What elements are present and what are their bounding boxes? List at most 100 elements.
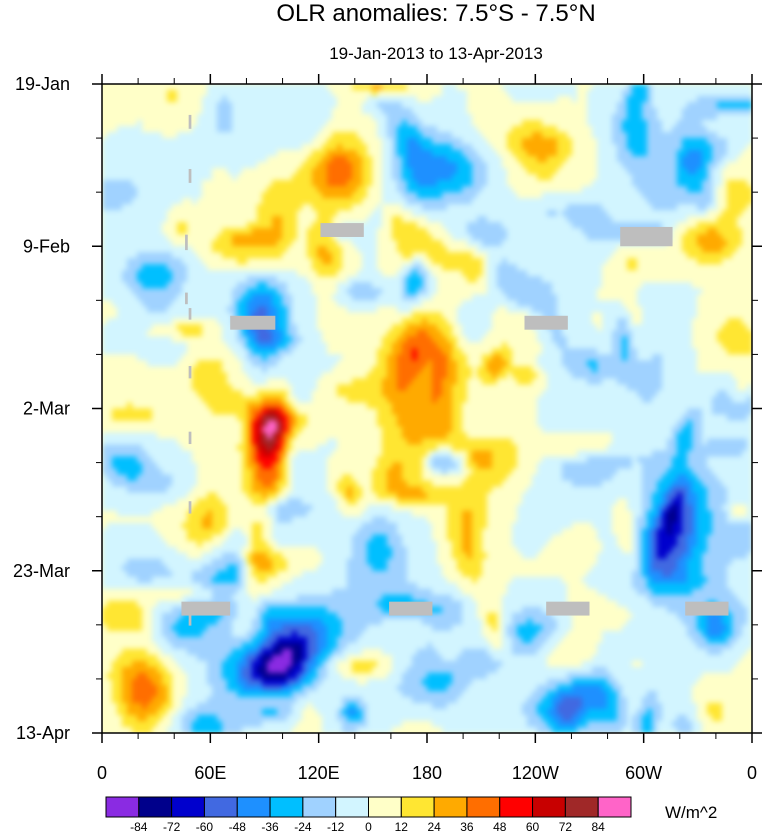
field-cell <box>242 204 248 211</box>
field-cell <box>402 222 408 229</box>
field-cell <box>437 240 443 247</box>
field-cell <box>747 108 752 115</box>
field-cell <box>502 96 508 103</box>
field-cell <box>437 252 443 259</box>
field-cell <box>432 102 438 109</box>
field-cell <box>207 144 213 151</box>
field-cell <box>332 234 338 241</box>
field-cell <box>307 132 313 139</box>
field-cell <box>467 144 473 151</box>
field-cell <box>467 252 473 259</box>
field-cell <box>362 198 368 205</box>
field-cell <box>302 174 308 181</box>
field-cell <box>682 246 688 253</box>
field-cell <box>602 234 608 241</box>
field-cell <box>667 180 673 187</box>
field-cell <box>742 258 748 265</box>
field-cell <box>417 228 423 235</box>
field-cell <box>632 168 638 175</box>
field-cell <box>592 186 598 193</box>
field-cell <box>587 192 593 199</box>
field-cell <box>717 306 723 313</box>
field-cell <box>332 156 338 163</box>
field-cell <box>727 102 733 109</box>
field-cell <box>232 222 238 229</box>
field-cell <box>137 168 143 175</box>
field-cell <box>117 108 123 115</box>
field-cell <box>682 300 688 307</box>
field-cell <box>527 90 533 97</box>
field-cell <box>382 186 388 193</box>
field-cell <box>587 120 593 127</box>
field-cell <box>102 222 108 229</box>
field-cell <box>272 204 278 211</box>
field-cell <box>707 132 713 139</box>
field-cell <box>492 162 498 169</box>
field-cell <box>342 96 348 103</box>
field-cell <box>167 282 173 289</box>
field-cell <box>432 240 438 247</box>
field-cell <box>477 132 483 139</box>
field-cell <box>272 186 278 193</box>
field-cell <box>697 204 703 211</box>
field-cell <box>537 264 543 271</box>
field-cell <box>292 180 298 187</box>
field-cell <box>452 114 458 121</box>
field-cell <box>532 132 538 139</box>
field-cell <box>537 252 543 259</box>
field-cell <box>182 204 188 211</box>
field-cell <box>177 138 183 145</box>
field-cell <box>467 180 473 187</box>
field-cell <box>187 150 193 157</box>
field-cell <box>677 108 683 115</box>
field-cell <box>502 90 508 97</box>
field-cell <box>467 210 473 217</box>
field-cell <box>252 294 258 301</box>
field-cell <box>737 174 743 181</box>
field-cell <box>182 264 188 271</box>
field-cell <box>617 270 623 277</box>
field-cell <box>697 210 703 217</box>
field-cell <box>632 156 638 163</box>
field-cell <box>622 306 628 313</box>
field-cell <box>747 84 752 91</box>
field-cell <box>702 120 708 127</box>
field-cell <box>492 216 498 223</box>
field-cell <box>702 288 708 295</box>
field-cell <box>627 162 633 169</box>
field-cell <box>327 294 333 301</box>
field-cell <box>342 138 348 145</box>
field-cell <box>552 306 558 313</box>
field-cell <box>567 210 573 217</box>
field-cell <box>592 162 598 169</box>
field-cell <box>242 306 248 313</box>
field-cell <box>492 288 498 295</box>
field-cell <box>347 174 353 181</box>
field-cell <box>687 120 693 127</box>
field-cell <box>712 258 718 265</box>
field-cell <box>722 270 728 277</box>
field-cell <box>402 228 408 235</box>
field-cell <box>197 234 203 241</box>
field-cell <box>232 102 238 109</box>
field-cell <box>292 174 298 181</box>
field-cell <box>367 132 373 139</box>
field-cell <box>642 150 648 157</box>
field-cell <box>272 258 278 265</box>
field-cell <box>287 222 293 229</box>
field-cell <box>482 258 488 265</box>
field-cell <box>627 156 633 163</box>
field-cell <box>627 84 633 91</box>
field-cell <box>212 162 218 169</box>
field-cell <box>547 102 553 109</box>
field-cell <box>562 120 568 127</box>
field-cell <box>347 186 353 193</box>
field-cell <box>367 174 373 181</box>
field-cell <box>357 198 363 205</box>
field-cell <box>272 294 278 301</box>
field-cell <box>487 132 493 139</box>
field-cell <box>702 96 708 103</box>
field-cell <box>687 84 693 91</box>
field-cell <box>727 108 733 115</box>
field-cell <box>412 288 418 295</box>
